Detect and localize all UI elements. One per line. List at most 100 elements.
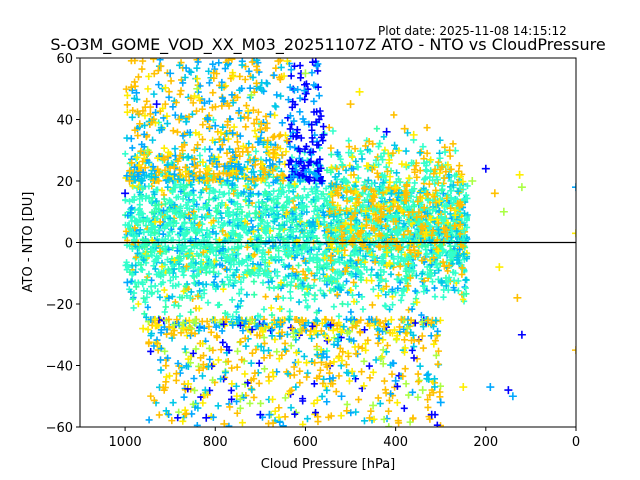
scatter-point — [142, 299, 149, 306]
scatter-point — [423, 149, 431, 157]
scatter-point — [436, 388, 444, 396]
scatter-point — [289, 210, 296, 218]
scatter-point — [209, 228, 216, 236]
scatter-point — [436, 154, 444, 162]
scatter-point — [334, 291, 341, 298]
scatter-point — [381, 386, 389, 394]
scatter-point — [215, 270, 222, 277]
scatter-point — [444, 191, 451, 199]
scatter-point — [245, 202, 252, 209]
scatter-point — [219, 191, 227, 198]
scatter-point — [314, 418, 322, 426]
scatter-point — [517, 183, 526, 192]
scatter-point — [339, 300, 346, 308]
scatter-point — [335, 372, 343, 380]
scatter-point — [321, 195, 328, 202]
scatter-point — [185, 67, 193, 75]
scatter-point — [262, 190, 270, 197]
scatter-point — [225, 246, 232, 253]
scatter-point — [162, 235, 169, 243]
scatter-point — [468, 177, 477, 185]
scatter-points — [121, 58, 576, 427]
scatter-point — [279, 184, 286, 191]
scatter-point — [250, 278, 258, 285]
scatter-point — [145, 183, 153, 190]
scatter-point — [360, 357, 368, 365]
scatter-point — [251, 369, 259, 377]
scatter-point — [310, 196, 318, 203]
scatter-point — [389, 286, 396, 293]
scatter-point — [252, 181, 259, 188]
scatter-point — [504, 386, 513, 395]
scatter-point — [517, 330, 526, 339]
scatter-point — [267, 191, 274, 199]
scatter-point — [237, 297, 245, 305]
scatter-point — [141, 310, 148, 318]
scatter-point — [348, 165, 355, 172]
scatter-point — [345, 377, 353, 385]
scatter-point — [418, 311, 425, 319]
scatter-point — [369, 368, 377, 376]
scatter-point — [270, 132, 278, 140]
scatter-point — [304, 369, 312, 377]
scatter-point — [152, 109, 160, 117]
scatter-point — [308, 334, 316, 342]
scatter-point — [275, 404, 283, 412]
scatter-point — [230, 123, 238, 131]
scatter-point — [199, 135, 207, 143]
scatter-point — [135, 244, 143, 252]
x-tick-label: 600 — [293, 435, 318, 450]
scatter-point — [355, 396, 363, 404]
scatter-point — [449, 140, 457, 148]
scatter-point — [233, 308, 240, 316]
scatter-point — [462, 276, 469, 284]
scatter-point — [242, 102, 250, 110]
scatter-point — [286, 308, 293, 315]
scatter-point — [148, 224, 155, 231]
scatter-point — [271, 102, 279, 110]
scatter-point — [358, 368, 366, 376]
scatter-point — [307, 246, 315, 254]
scatter-point — [352, 158, 360, 165]
scatter-point — [365, 362, 373, 370]
scatter-point — [160, 144, 168, 152]
scatter-point — [424, 263, 431, 271]
scatter-point — [245, 140, 252, 147]
scatter-point — [387, 271, 395, 278]
scatter-point — [237, 203, 244, 210]
scatter-point — [335, 170, 343, 177]
scatter-point — [122, 197, 129, 204]
scatter-point — [414, 378, 422, 386]
scatter-point — [272, 103, 280, 111]
scatter-point — [130, 304, 137, 312]
scatter-point — [226, 219, 233, 226]
scatter-point — [342, 361, 350, 369]
scatter-point — [133, 283, 140, 290]
scatter-point — [358, 155, 366, 163]
scatter-point — [149, 136, 157, 144]
scatter-point — [151, 229, 158, 236]
scatter-point — [199, 281, 207, 288]
scatter-point — [384, 214, 392, 221]
scatter-point — [329, 266, 336, 273]
scatter-point — [245, 67, 253, 75]
scatter-point — [221, 369, 229, 377]
scatter-point — [267, 274, 274, 281]
scatter-point — [197, 245, 204, 252]
scatter-point — [239, 258, 247, 266]
scatter-point — [291, 410, 299, 418]
scatter-point — [429, 250, 436, 258]
scatter-point — [401, 336, 408, 344]
scatter-point — [374, 339, 382, 347]
scatter-point — [355, 87, 364, 96]
scatter-point — [269, 395, 277, 403]
scatter-point — [237, 338, 245, 346]
scatter-point — [405, 174, 413, 182]
scatter-point — [147, 283, 155, 290]
scatter-point — [236, 290, 243, 297]
scatter-point — [303, 359, 311, 367]
scatter-point — [316, 240, 323, 247]
scatter-point — [161, 195, 168, 203]
scatter-point — [259, 279, 267, 286]
scatter-point — [228, 364, 236, 372]
